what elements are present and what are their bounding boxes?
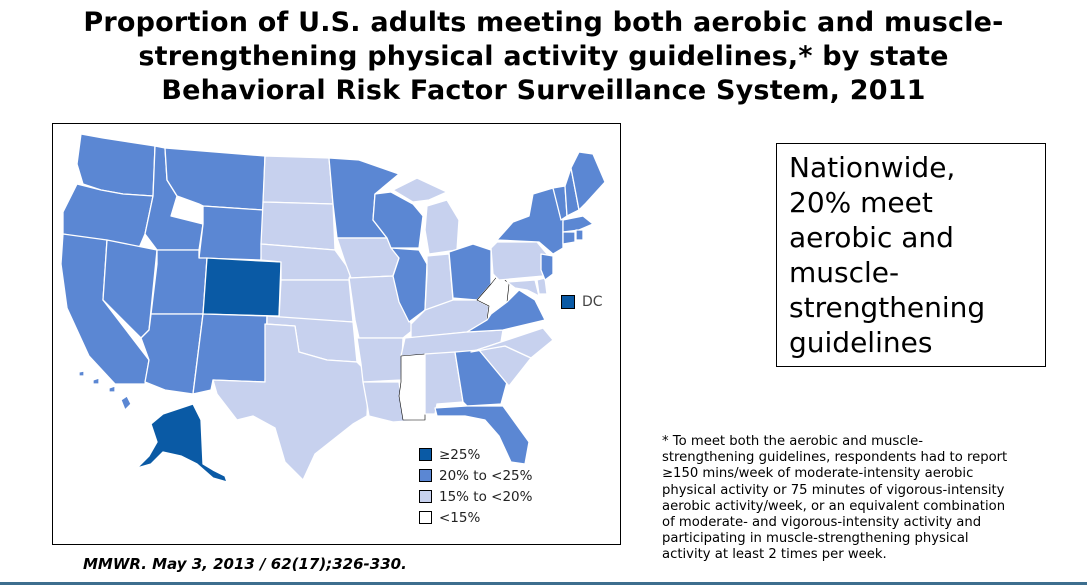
state-virginia bbox=[466, 289, 546, 333]
title-line-2: strengthening physical activity guidelin… bbox=[138, 41, 949, 72]
state-utah bbox=[150, 249, 208, 315]
legend-item-ge25: ≥25% bbox=[419, 444, 532, 465]
footnote-line: of moderate- and vigorous-intensity acti… bbox=[662, 515, 982, 531]
footnote-line: ≥150 mins/week of moderate-intensity aer… bbox=[662, 466, 974, 482]
state-wyoming bbox=[198, 205, 264, 261]
state-alaska bbox=[136, 403, 228, 483]
state-michigan-lp bbox=[424, 199, 460, 255]
footnote-line: participating in muscle-strengthening ph… bbox=[662, 531, 969, 547]
legend-swatch bbox=[419, 448, 432, 461]
state-pennsylvania bbox=[490, 241, 548, 281]
callout-line: 20% meet bbox=[789, 186, 933, 219]
state-michigan-up bbox=[392, 177, 448, 203]
map-svg bbox=[60, 133, 606, 483]
legend-item-20to25: 20% to <25% bbox=[419, 465, 532, 486]
bottom-accent-rule bbox=[0, 582, 1087, 585]
legend-swatch bbox=[419, 469, 432, 482]
state-florida bbox=[434, 405, 530, 465]
footnote-line: physical activity or 75 minutes of vigor… bbox=[662, 482, 1005, 498]
legend-label: 15% to <20% bbox=[439, 488, 533, 505]
state-maryland bbox=[506, 279, 540, 297]
callout-line: Nationwide, bbox=[789, 151, 956, 184]
citation: MMWR. May 3, 2013 / 62(17);326-330. bbox=[83, 555, 407, 573]
state-hawaii-maui bbox=[108, 385, 116, 393]
title-line-3: Behavioral Risk Factor Surveillance Syst… bbox=[161, 75, 926, 106]
state-montana bbox=[164, 147, 266, 211]
callout-line: guidelines bbox=[789, 326, 933, 359]
footnote-line: * To meet both the aerobic and muscle- bbox=[662, 434, 924, 449]
state-texas bbox=[212, 323, 370, 481]
state-hawaii-big-island bbox=[120, 395, 132, 411]
nationwide-callout: Nationwide, 20% meet aerobic and muscle-… bbox=[776, 143, 1046, 367]
legend-item-15to20: 15% to <20% bbox=[419, 486, 532, 507]
state-arkansas bbox=[356, 337, 404, 383]
footnote: * To meet both the aerobic and muscle- s… bbox=[662, 434, 1062, 564]
state-colorado bbox=[202, 257, 282, 317]
state-south-dakota bbox=[260, 201, 336, 251]
legend-item-lt15: <15% bbox=[419, 507, 532, 528]
dc-swatch bbox=[561, 295, 575, 309]
state-massachusetts bbox=[562, 215, 594, 233]
state-connecticut bbox=[562, 231, 576, 245]
state-hawaii-oahu bbox=[92, 377, 100, 385]
state-north-dakota bbox=[262, 155, 334, 205]
legend-swatch bbox=[419, 511, 432, 524]
footnote-line: strengthening guidelines, respondents ha… bbox=[662, 450, 1008, 466]
state-new-jersey bbox=[540, 253, 554, 281]
state-maine bbox=[570, 151, 606, 211]
state-hawaii-kauai bbox=[78, 370, 85, 377]
title-line-1: Proportion of U.S. adults meeting both a… bbox=[83, 7, 1004, 38]
legend: ≥25% 20% to <25% 15% to <20% <15% bbox=[419, 444, 532, 528]
us-state-map: DC ≥25% 20% to <25% 15% to <20% <15% bbox=[52, 123, 621, 545]
callout-line: aerobic and bbox=[789, 221, 954, 254]
chart-title: Proportion of U.S. adults meeting both a… bbox=[0, 6, 1087, 108]
legend-label: 20% to <25% bbox=[439, 467, 533, 484]
callout-line: muscle- bbox=[789, 256, 900, 289]
footnote-line: activity at least 2 times per week. bbox=[662, 547, 887, 563]
callout-line: strengthening bbox=[789, 291, 986, 324]
dc-label: DC bbox=[582, 294, 603, 310]
state-kansas bbox=[278, 279, 354, 323]
legend-swatch bbox=[419, 490, 432, 503]
state-arizona bbox=[140, 313, 204, 395]
dc-key: DC bbox=[561, 294, 603, 310]
state-delaware bbox=[536, 277, 548, 295]
state-wisconsin bbox=[372, 191, 424, 249]
footnote-line: aerobic activity/week, or an equivalent … bbox=[662, 498, 1006, 514]
state-rhode-island bbox=[575, 229, 584, 241]
state-north-carolina bbox=[470, 327, 554, 359]
legend-label: <15% bbox=[439, 509, 481, 526]
state-illinois bbox=[390, 247, 428, 323]
state-mississippi bbox=[398, 353, 426, 421]
legend-label: ≥25% bbox=[439, 446, 481, 463]
